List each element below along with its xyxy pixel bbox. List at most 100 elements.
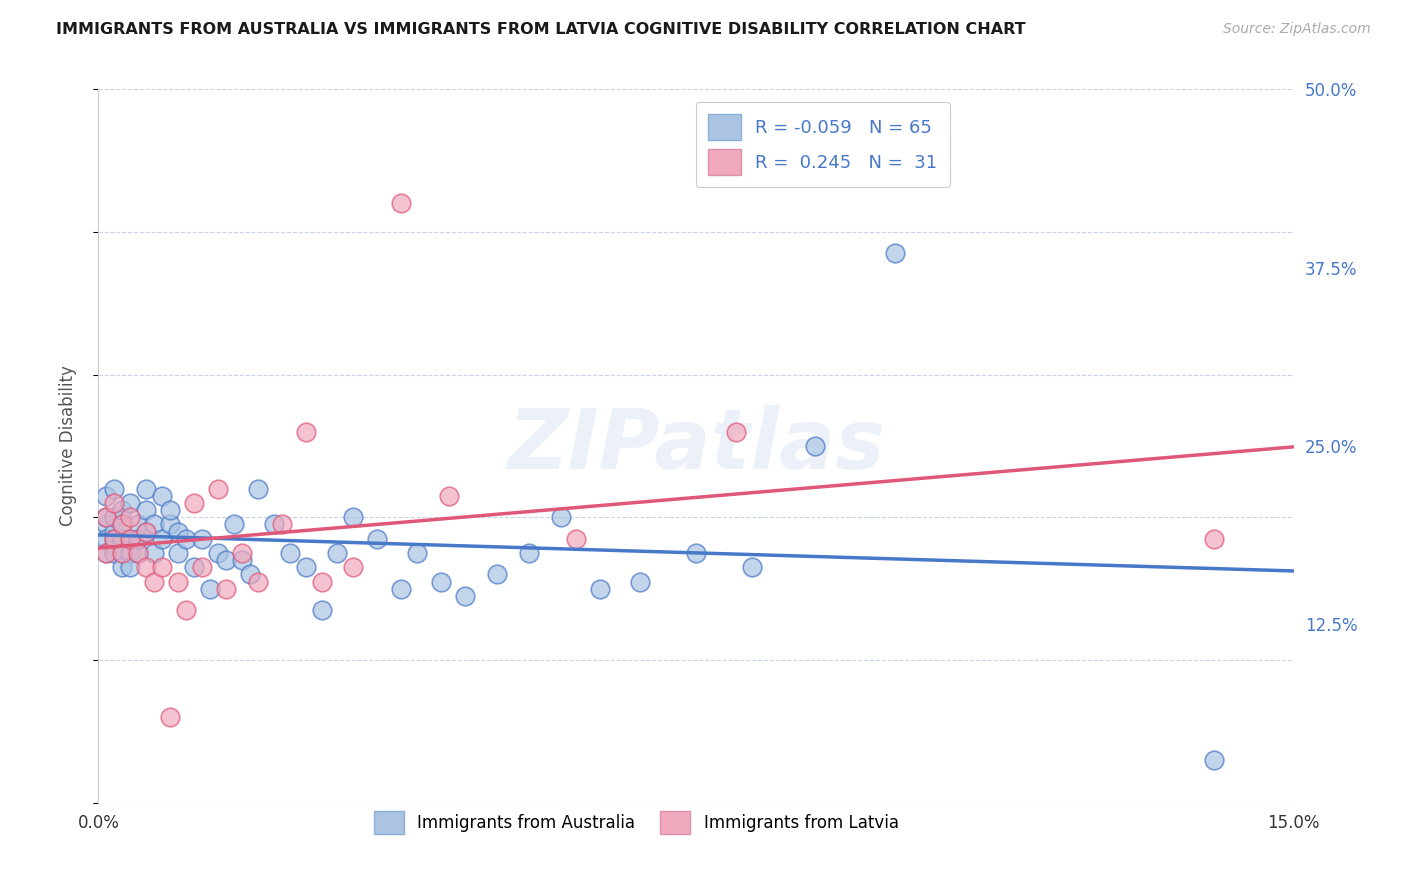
Point — [159, 503, 181, 517]
Point — [884, 246, 907, 260]
Point — [96, 546, 118, 560]
Point — [96, 517, 118, 532]
Point — [183, 560, 205, 574]
Point — [150, 532, 173, 546]
Point — [143, 574, 166, 589]
Point — [207, 546, 229, 560]
Point — [127, 517, 149, 532]
Point — [231, 546, 253, 560]
Point — [103, 532, 125, 546]
Point — [183, 496, 205, 510]
Point — [246, 574, 269, 589]
Text: Source: ZipAtlas.com: Source: ZipAtlas.com — [1223, 22, 1371, 37]
Point — [96, 510, 118, 524]
Point — [174, 532, 197, 546]
Point — [207, 482, 229, 496]
Point — [437, 489, 460, 503]
Point — [150, 560, 173, 574]
Point — [215, 553, 238, 567]
Point — [724, 425, 747, 439]
Point — [135, 524, 157, 539]
Point — [311, 574, 333, 589]
Point — [103, 532, 125, 546]
Point — [485, 567, 508, 582]
Point — [135, 503, 157, 517]
Point — [191, 532, 214, 546]
Point — [120, 546, 142, 560]
Point — [430, 574, 453, 589]
Point — [389, 582, 412, 596]
Point — [135, 524, 157, 539]
Point — [96, 532, 118, 546]
Point — [741, 560, 763, 574]
Point — [685, 546, 707, 560]
Point — [103, 546, 125, 560]
Point — [159, 517, 181, 532]
Point — [120, 532, 142, 546]
Point — [342, 560, 364, 574]
Point — [628, 574, 651, 589]
Point — [127, 546, 149, 560]
Point — [135, 560, 157, 574]
Point — [167, 546, 190, 560]
Point — [215, 582, 238, 596]
Point — [270, 517, 292, 532]
Point — [111, 560, 134, 574]
Point — [198, 582, 221, 596]
Point — [111, 503, 134, 517]
Point — [111, 546, 134, 560]
Point — [96, 546, 118, 560]
Point — [294, 425, 316, 439]
Point — [143, 517, 166, 532]
Point — [120, 510, 142, 524]
Point — [127, 546, 149, 560]
Point — [804, 439, 827, 453]
Point — [517, 546, 540, 560]
Point — [342, 510, 364, 524]
Text: ZIPatlas: ZIPatlas — [508, 406, 884, 486]
Point — [174, 603, 197, 617]
Point — [96, 489, 118, 503]
Point — [326, 546, 349, 560]
Point — [167, 524, 190, 539]
Point — [103, 510, 125, 524]
Point — [111, 532, 134, 546]
Point — [120, 560, 142, 574]
Point — [406, 546, 429, 560]
Point — [111, 517, 134, 532]
Point — [167, 574, 190, 589]
Point — [111, 517, 134, 532]
Point — [246, 482, 269, 496]
Point — [1202, 753, 1225, 767]
Point — [294, 560, 316, 574]
Point — [565, 532, 588, 546]
Point — [263, 517, 285, 532]
Point — [550, 510, 572, 524]
Point — [103, 539, 125, 553]
Point — [103, 524, 125, 539]
Point — [311, 603, 333, 617]
Point — [120, 496, 142, 510]
Point — [96, 510, 118, 524]
Point — [120, 532, 142, 546]
Point — [135, 482, 157, 496]
Point — [231, 553, 253, 567]
Point — [366, 532, 388, 546]
Point — [278, 546, 301, 560]
Point — [589, 582, 612, 596]
Point — [159, 710, 181, 724]
Point — [239, 567, 262, 582]
Point — [127, 532, 149, 546]
Legend: Immigrants from Australia, Immigrants from Latvia: Immigrants from Australia, Immigrants fr… — [367, 804, 905, 841]
Point — [143, 546, 166, 560]
Point — [103, 482, 125, 496]
Point — [1202, 532, 1225, 546]
Point — [191, 560, 214, 574]
Point — [111, 546, 134, 560]
Y-axis label: Cognitive Disability: Cognitive Disability — [59, 366, 77, 526]
Point — [222, 517, 245, 532]
Point — [150, 489, 173, 503]
Point — [103, 496, 125, 510]
Point — [454, 589, 477, 603]
Point — [389, 196, 412, 211]
